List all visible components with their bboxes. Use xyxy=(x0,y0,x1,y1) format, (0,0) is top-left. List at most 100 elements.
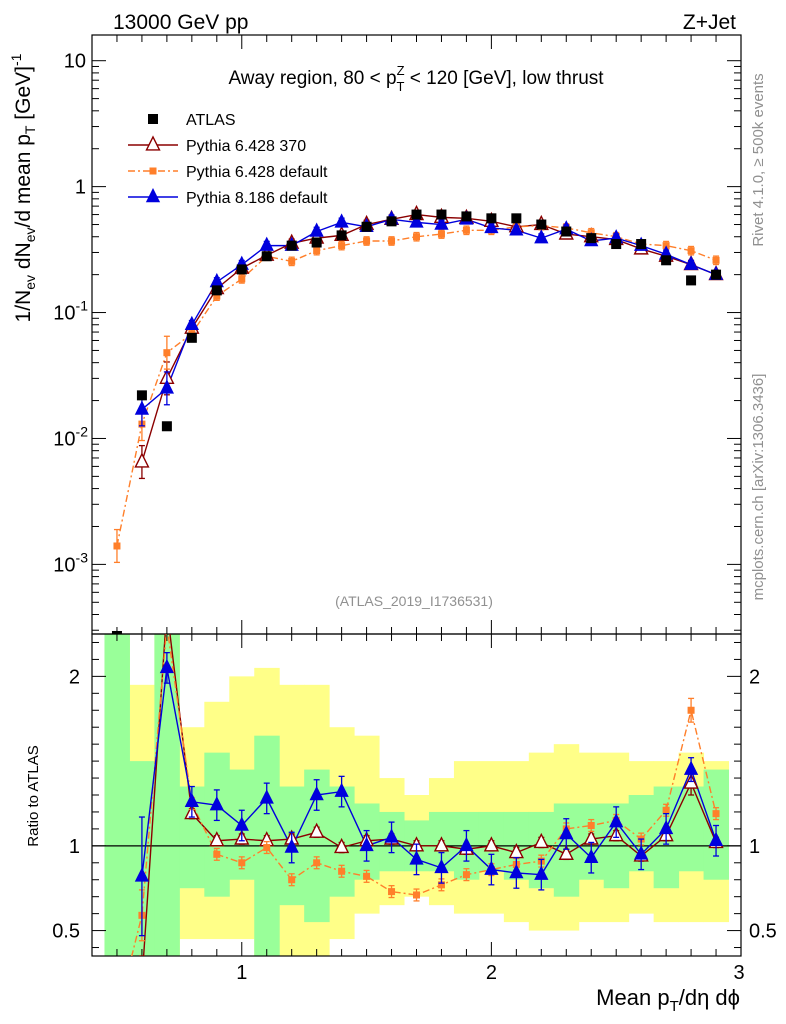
ratio-y-tick-label-right: 1 xyxy=(749,836,760,858)
x-axis-label: Mean pT/dη dϕ xyxy=(596,985,740,1015)
ratio-point-pythia-6-428-default xyxy=(313,859,321,867)
ratio-point-pythia-8-186-default xyxy=(609,813,624,828)
point-pythia-8-186-default xyxy=(184,315,199,331)
series-line-pythia-6-428-370 xyxy=(141,213,717,463)
mcplots-label: mcplots.cern.ch [arXiv:1306.3436] xyxy=(750,374,767,601)
point-atlas xyxy=(686,275,697,286)
ratio-point-pythia-8-186-default xyxy=(634,845,649,860)
point-pythia-6-428-default xyxy=(712,256,720,264)
analysis-watermark: (ATLAS_2019_I1736531) xyxy=(335,593,493,609)
point-pythia-6-428-370 xyxy=(134,452,150,468)
ratio-point-pythia-8-186-default xyxy=(484,860,499,875)
ratio-point-pythia-6-428-default xyxy=(388,888,396,896)
point-pythia-6-428-default xyxy=(388,237,396,245)
point-atlas xyxy=(336,230,347,241)
ratio-point-pythia-8-186-default xyxy=(559,824,574,840)
legend-item: ATLAS xyxy=(148,112,236,129)
x-tick-label: 3 xyxy=(733,962,744,984)
legend-marker xyxy=(145,135,161,151)
ratio-panel: Ratio to ATLAS Mean pT/dη dϕ xyxy=(25,745,740,1015)
point-atlas xyxy=(236,264,247,275)
ratio-point-pythia-6-428-370 xyxy=(309,822,325,838)
point-atlas xyxy=(111,630,122,634)
point-atlas xyxy=(536,219,547,230)
point-atlas xyxy=(261,251,272,262)
legend-label: Pythia 6.428 default xyxy=(186,164,328,181)
legend-item: Pythia 8.186 default xyxy=(128,187,328,207)
ratio-point-pythia-8-186-default xyxy=(584,848,599,863)
ratio-point-pythia-6-428-default xyxy=(263,844,271,852)
ratio-y-tick-label: 2 xyxy=(69,666,80,688)
ratio-point-pythia-6-428-370 xyxy=(333,837,350,854)
ratio-point-pythia-8-186-default xyxy=(209,796,224,811)
point-pythia-6-428-default xyxy=(288,257,296,265)
point-pythia-6-428-default xyxy=(363,237,371,245)
point-pythia-6-428-default xyxy=(687,247,695,255)
ratio-point-pythia-6-428-default xyxy=(662,806,670,814)
point-pythia-6-428-default xyxy=(413,233,420,241)
header-collision: 13000 GeV pp xyxy=(113,11,248,34)
ratio-point-pythia-6-428-default xyxy=(587,822,595,830)
point-atlas xyxy=(386,216,397,227)
main-panel: Away region, 80 < pZ T < 120 [GeV], low t… xyxy=(8,53,604,609)
series-line-pythia-8-186-default xyxy=(141,218,717,410)
legend-item: Pythia 6.428 default xyxy=(128,164,328,181)
point-atlas xyxy=(636,239,647,250)
uncertainty-band-inner xyxy=(104,634,130,956)
legend-marker xyxy=(145,187,161,203)
ratio-point-pythia-8-186-default xyxy=(259,789,274,804)
point-pythia-8-186-default xyxy=(209,272,224,288)
point-pythia-6-428-default xyxy=(338,242,346,250)
point-atlas xyxy=(161,421,172,432)
ratio-point-pythia-6-428-default xyxy=(712,810,720,818)
ratio-y-label: Ratio to ATLAS xyxy=(25,745,42,846)
point-atlas xyxy=(436,209,447,220)
ratio-y-tick-label: 1 xyxy=(69,836,80,858)
legend-marker xyxy=(149,167,157,175)
point-pythia-6-428-default xyxy=(163,349,171,357)
point-pythia-6-428-default xyxy=(313,247,321,255)
ratio-y-tick-label: 0.5 xyxy=(52,921,80,943)
ratio-point-pythia-8-186-default xyxy=(134,867,150,882)
ratio-series xyxy=(131,634,724,956)
point-atlas xyxy=(286,240,297,251)
point-atlas xyxy=(711,269,722,280)
point-atlas xyxy=(661,255,672,266)
point-atlas xyxy=(136,390,147,401)
point-pythia-6-428-default xyxy=(213,292,221,300)
point-atlas xyxy=(586,233,597,244)
ratio-point-pythia-6-428-default xyxy=(238,859,246,867)
ratio-point-pythia-8-186-default xyxy=(708,831,724,847)
ratio-bands xyxy=(104,634,730,956)
legend-label: Pythia 6.428 370 xyxy=(186,138,306,155)
x-tick-label: 2 xyxy=(486,962,497,984)
uncertainty-band-inner xyxy=(204,752,230,897)
ratio-y-tick-label-right: 2 xyxy=(749,666,760,688)
point-atlas xyxy=(411,209,422,220)
ratio-point-pythia-8-186-default xyxy=(658,819,674,835)
series-line-pythia-6-428-default xyxy=(116,224,717,547)
ratio-point-pythia-8-186-default xyxy=(309,785,324,801)
ratio-point-pythia-6-428-default xyxy=(413,891,420,899)
x-tick-label: 1 xyxy=(236,962,247,984)
ratio-point-pythia-8-186-default xyxy=(509,863,524,879)
ratio-point-pythia-6-428-default xyxy=(462,871,470,879)
point-pythia-6-428-default xyxy=(238,275,246,283)
point-atlas xyxy=(211,285,222,296)
point-pythia-6-428-default xyxy=(462,226,470,234)
ratio-point-pythia-6-428-default xyxy=(213,850,221,858)
point-pythia-8-186-default xyxy=(509,221,524,236)
point-atlas xyxy=(511,213,522,224)
y-tick-label: 10-2 xyxy=(53,423,88,450)
ratio-point-pythia-6-428-370 xyxy=(433,836,450,852)
point-pythia-6-428-default xyxy=(437,230,445,238)
uncertainty-band-inner xyxy=(678,786,705,872)
ratio-point-pythia-8-186-default xyxy=(184,792,199,808)
ratio-point-pythia-6-428-default xyxy=(437,881,445,889)
ratio-point-pythia-8-186-default xyxy=(359,836,374,852)
point-atlas xyxy=(186,332,197,343)
point-pythia-8-186-default xyxy=(434,215,449,230)
legend-marker-atlas xyxy=(148,114,158,124)
